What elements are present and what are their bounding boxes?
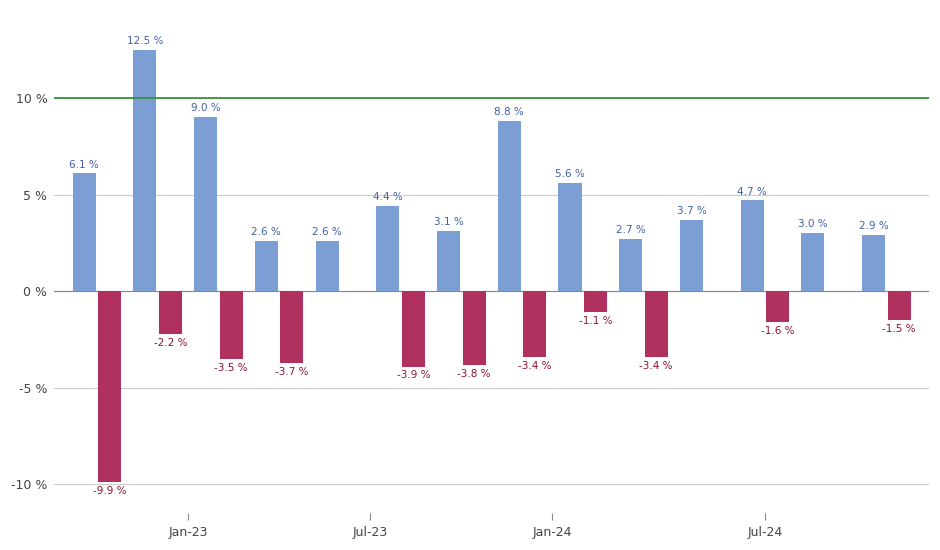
Bar: [194, 117, 217, 292]
Bar: [887, 292, 911, 320]
Bar: [133, 50, 156, 292]
Text: 3.0 %: 3.0 %: [798, 219, 828, 229]
Text: 2.7 %: 2.7 %: [616, 225, 646, 235]
Text: 9.0 %: 9.0 %: [191, 103, 221, 113]
Bar: [316, 241, 338, 292]
Bar: [802, 233, 824, 292]
Bar: [401, 292, 425, 366]
Bar: [558, 183, 582, 292]
Text: 5.6 %: 5.6 %: [556, 169, 585, 179]
Bar: [498, 121, 521, 292]
Bar: [524, 292, 546, 357]
Text: 2.6 %: 2.6 %: [312, 227, 342, 237]
Bar: [584, 292, 607, 312]
Text: -9.9 %: -9.9 %: [93, 486, 127, 496]
Text: -3.5 %: -3.5 %: [214, 362, 248, 373]
Bar: [376, 206, 399, 292]
Bar: [462, 292, 486, 365]
Text: 4.4 %: 4.4 %: [373, 192, 402, 202]
Bar: [72, 173, 96, 292]
Bar: [159, 292, 182, 334]
Text: 4.7 %: 4.7 %: [737, 186, 767, 196]
Text: -3.7 %: -3.7 %: [275, 366, 308, 377]
Text: -1.1 %: -1.1 %: [579, 316, 612, 326]
Bar: [220, 292, 243, 359]
Bar: [255, 241, 278, 292]
Text: -3.8 %: -3.8 %: [457, 368, 491, 378]
Text: 2.6 %: 2.6 %: [252, 227, 281, 237]
Text: -1.6 %: -1.6 %: [761, 326, 794, 336]
Text: 6.1 %: 6.1 %: [70, 160, 99, 169]
Bar: [766, 292, 790, 322]
Bar: [98, 292, 121, 482]
Text: 3.1 %: 3.1 %: [433, 217, 463, 228]
Bar: [437, 232, 460, 292]
Text: 3.7 %: 3.7 %: [677, 206, 706, 216]
Text: -3.9 %: -3.9 %: [397, 371, 431, 381]
Text: -3.4 %: -3.4 %: [639, 361, 673, 371]
Text: 2.9 %: 2.9 %: [859, 221, 888, 232]
Text: 12.5 %: 12.5 %: [127, 36, 164, 46]
Text: 8.8 %: 8.8 %: [494, 107, 525, 117]
Text: -2.2 %: -2.2 %: [153, 338, 187, 348]
Bar: [741, 200, 763, 292]
Text: -3.4 %: -3.4 %: [518, 361, 552, 371]
Bar: [619, 239, 642, 292]
Bar: [280, 292, 304, 362]
Bar: [862, 235, 885, 292]
Bar: [680, 220, 703, 292]
Text: -1.5 %: -1.5 %: [883, 324, 916, 334]
Bar: [645, 292, 667, 357]
